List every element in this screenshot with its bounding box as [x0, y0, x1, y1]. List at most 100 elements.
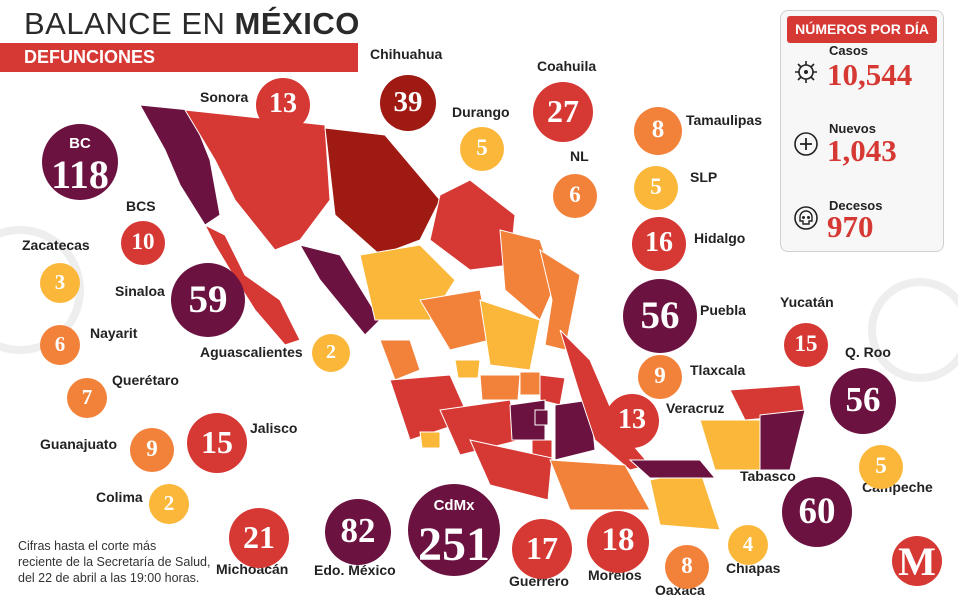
state-bubble: 5 — [634, 166, 678, 210]
state-value: 60 — [798, 491, 836, 532]
state-value: 59 — [188, 278, 228, 321]
state-name: Coahuila — [537, 58, 597, 74]
skull-icon — [794, 206, 818, 230]
state-region — [759, 409, 806, 471]
state-name: Yucatán — [780, 294, 834, 310]
state-value: 251 — [418, 518, 490, 571]
state-bubble: 10 — [121, 221, 165, 265]
state-bubble: 59 — [171, 263, 245, 337]
state-name: Veracruz — [666, 400, 725, 416]
state-bubble: 56 — [830, 368, 896, 434]
state-name: Querétaro — [112, 372, 179, 388]
state-bubble: 9 — [130, 428, 174, 472]
state-name: NL — [570, 148, 589, 164]
state-name: Tlaxcala — [690, 362, 746, 378]
state-bubble: 13 — [605, 394, 659, 448]
state-region — [554, 399, 596, 461]
state-bubble: BC 118 — [42, 124, 118, 200]
state-value: 5 — [476, 135, 488, 160]
state-name: Durango — [452, 104, 510, 120]
state-value: 18 — [601, 522, 635, 558]
state-value: 27 — [547, 93, 579, 129]
subtitle-bar: DEFUNCIONES — [0, 43, 358, 72]
milenio-logo: M — [892, 536, 942, 586]
state-region — [324, 127, 441, 256]
state-name: Tabasco — [740, 468, 796, 484]
state-bubble: 2 — [312, 334, 350, 372]
state-value: 17 — [526, 530, 558, 566]
state-name: Hidalgo — [694, 230, 746, 246]
state-value: 2 — [326, 341, 336, 363]
note-line: reciente de la Secretaría de Salud, — [18, 555, 211, 569]
state-name: Zacatecas — [22, 237, 90, 253]
state-value: 5 — [875, 453, 887, 478]
state-value: 56 — [845, 380, 881, 419]
state-bubble: 6 — [40, 325, 80, 365]
state-value: 9 — [654, 363, 666, 388]
state-name: Edo. México — [314, 562, 396, 578]
state-name: Nayarit — [90, 325, 138, 341]
background-virus-icon — [868, 278, 958, 382]
state-bubble: 21 — [229, 508, 289, 568]
state-value: 6 — [54, 332, 66, 356]
state-name: BC — [69, 135, 91, 152]
subtitle: DEFUNCIONES — [24, 47, 156, 67]
state-value: 21 — [243, 519, 275, 555]
background-virus-icon — [0, 226, 84, 354]
state-bubble: 39 — [380, 75, 436, 131]
state-value: 8 — [651, 116, 665, 143]
state-bubble: 4 — [728, 525, 768, 565]
state-bubble: 16 — [632, 217, 686, 271]
state-value: 3 — [54, 270, 66, 294]
title-prefix: BALANCE EN — [24, 6, 226, 41]
state-value: 15 — [794, 331, 818, 356]
state-bubble: 8 — [665, 545, 709, 589]
state-value: 10 — [131, 229, 155, 254]
state-region — [699, 419, 761, 471]
state-bubble: 60 — [782, 477, 852, 547]
stat-label-nuevos: Nuevos — [829, 121, 876, 136]
state-name: Puebla — [700, 302, 746, 318]
state-name: SLP — [690, 169, 718, 185]
state-name: CdMx — [433, 497, 475, 514]
state-bubble: 18 — [587, 511, 649, 573]
state-name: Tamaulipas — [686, 112, 762, 128]
state-name: Guanajuato — [40, 436, 118, 452]
state-value: 8 — [681, 553, 693, 578]
note-line: del 22 de abril a las 19:00 horas. — [18, 571, 200, 585]
note-line: Cifras hasta el corte más — [18, 539, 157, 553]
state-bubble: 7 — [67, 378, 107, 418]
state-region — [649, 469, 721, 531]
state-value: 9 — [146, 436, 158, 461]
state-region — [519, 371, 541, 396]
state-region — [298, 244, 381, 336]
state-bubble: 3 — [40, 263, 80, 303]
state-bubble: 2 — [149, 484, 189, 524]
state-bubble: 17 — [512, 519, 572, 579]
state-name: Sonora — [200, 89, 249, 105]
state-region — [534, 409, 549, 426]
state-name: Jalisco — [250, 420, 298, 436]
state-name: Q. Roo — [845, 344, 891, 360]
state-bubble: CdMx 251 — [408, 484, 500, 576]
stat-value-casos: 10,544 — [827, 57, 913, 92]
state-bubble: 13 — [256, 78, 310, 132]
state-name: Sinaloa — [115, 283, 165, 299]
state-region — [203, 223, 301, 346]
state-region — [479, 374, 521, 401]
state-region — [454, 359, 481, 379]
title-bold: MÉXICO — [234, 6, 360, 41]
state-bubble: 15 — [187, 413, 247, 473]
state-name: Colima — [96, 489, 143, 505]
state-bubble: 9 — [638, 355, 682, 399]
state-value: 13 — [618, 404, 646, 435]
state-region — [729, 384, 806, 421]
state-value: 7 — [81, 385, 93, 409]
state-value: 5 — [650, 174, 662, 199]
state-bubble: 5 — [859, 445, 903, 489]
state-value: 6 — [569, 182, 581, 207]
state-region — [479, 299, 541, 371]
state-value: 56 — [640, 294, 680, 337]
state-bubble: 5 — [460, 127, 504, 171]
